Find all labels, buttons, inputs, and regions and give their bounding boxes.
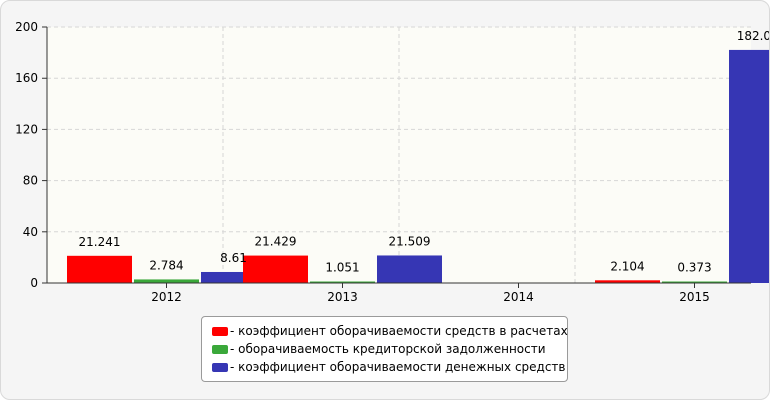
bar <box>662 281 727 283</box>
legend-label-series-1: - коэффициент оборачиваемости средств в … <box>230 324 568 338</box>
data-label: 2.784 <box>149 258 183 272</box>
bar <box>134 279 199 283</box>
data-label: 182.091 <box>737 29 770 43</box>
y-tick-label: 40 <box>23 225 38 239</box>
legend-item-series-2: - оборачиваемость кредиторской задолженн… <box>212 340 567 358</box>
bar <box>310 281 375 283</box>
bar <box>243 255 308 283</box>
bar <box>201 271 266 283</box>
legend-item-series-1: - коэффициент оборачиваемости средств в … <box>212 322 568 340</box>
legend-swatch-series-2 <box>212 344 228 354</box>
x-tick-label: 2015 <box>679 290 710 304</box>
x-tick-label: 2014 <box>503 290 534 304</box>
y-tick-label: 160 <box>15 71 38 85</box>
y-tick-label: 200 <box>15 20 38 34</box>
y-tick-label: 80 <box>23 174 38 188</box>
legend-label-series-2: - оборачиваемость кредиторской задолженн… <box>230 342 546 356</box>
bar <box>729 49 769 283</box>
legend-swatch-series-1 <box>212 326 228 336</box>
data-label: 21.509 <box>389 234 431 248</box>
x-tick-label: 2012 <box>151 290 182 304</box>
y-tick-label: 0 <box>30 276 38 290</box>
data-label: 2.104 <box>610 259 644 273</box>
data-label: 21.429 <box>255 235 297 249</box>
data-label: 0.373 <box>677 261 711 275</box>
data-label: 8.61 <box>220 251 247 265</box>
y-tick-label: 120 <box>15 122 38 136</box>
bar <box>377 255 442 283</box>
x-tick-label: 2013 <box>327 290 358 304</box>
data-label: 1.051 <box>325 261 359 275</box>
legend-item-series-3: - коэффициент оборачиваемости денежных с… <box>212 358 567 376</box>
bar <box>67 255 132 283</box>
bar <box>595 280 660 283</box>
chart-legend: - коэффициент оборачиваемости средств в … <box>201 316 568 382</box>
legend-swatch-series-3 <box>212 362 228 372</box>
legend-label-series-3: - коэффициент оборачиваемости денежных с… <box>230 360 566 374</box>
data-label: 21.241 <box>79 235 121 249</box>
